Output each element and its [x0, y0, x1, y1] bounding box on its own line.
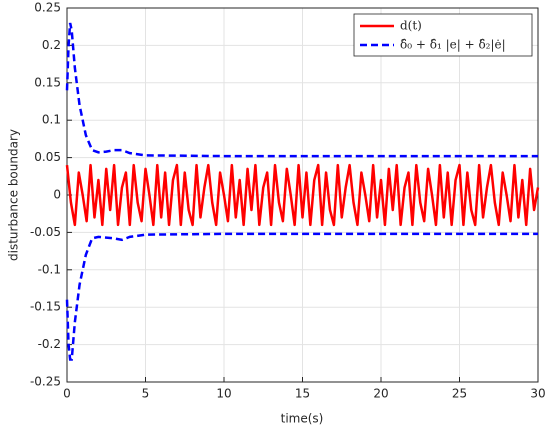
y-tick-label: 0.15	[34, 75, 61, 89]
y-tick-label: 0	[53, 188, 61, 202]
x-tick-label: 0	[63, 387, 71, 401]
y-axis-label: disturbance boundary	[7, 129, 21, 261]
y-tick-label: -0.2	[38, 337, 61, 351]
bound-line	[65, 22, 538, 158]
y-tick-label: -0.15	[30, 300, 61, 314]
axes-box	[66, 7, 539, 383]
legend-box	[353, 13, 533, 57]
x-axis-label: time(s)	[281, 412, 324, 426]
legend-label: δ̂₀ + δ̂₁ |e| + δ̂₂|ė|	[400, 38, 506, 52]
y-tick-label: -0.05	[30, 225, 61, 239]
y-tick-label: 0.2	[42, 38, 61, 52]
y-tick-label: 0.1	[42, 113, 61, 127]
x-tick-label: 30	[530, 387, 545, 401]
y-tick-label: 0.05	[34, 150, 61, 164]
x-tick-label: 10	[216, 387, 231, 401]
bound-line	[65, 232, 538, 361]
x-tick-label: 15	[295, 387, 310, 401]
x-tick-label: 20	[373, 387, 388, 401]
y-tick-label: -0.25	[30, 375, 61, 389]
x-tick-label: 25	[452, 387, 467, 401]
y-tick-label: 0.25	[34, 1, 61, 15]
y-tick-label: -0.1	[38, 262, 61, 276]
x-tick-label: 5	[142, 387, 150, 401]
line	[65, 163, 540, 227]
legend-label: d(t)	[400, 19, 422, 33]
